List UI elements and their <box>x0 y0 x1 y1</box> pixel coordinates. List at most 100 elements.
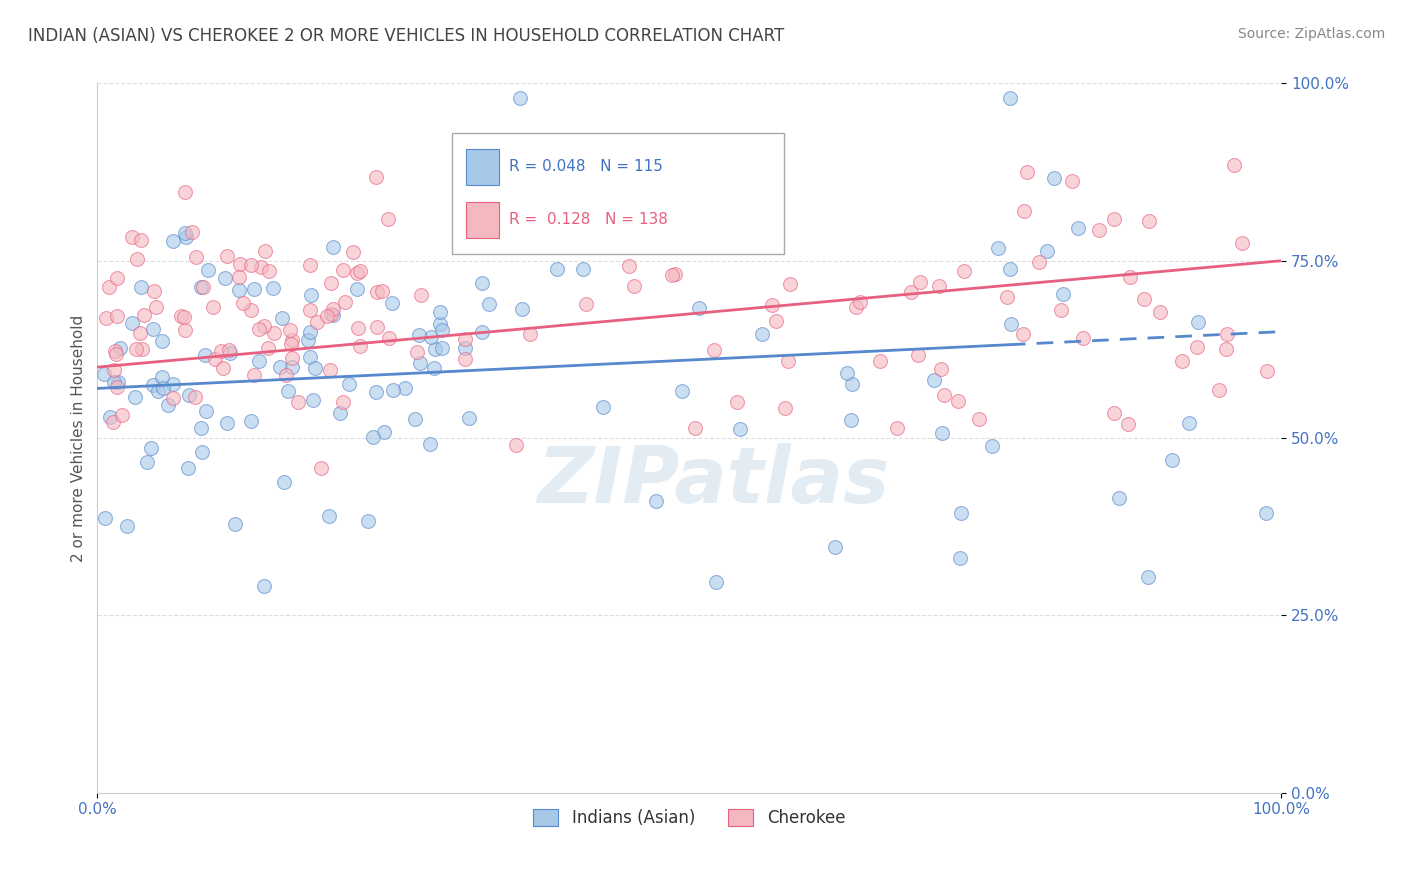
Point <box>696 222 718 236</box>
Point <box>322 301 344 316</box>
Point <box>257 264 280 278</box>
Point <box>181 226 204 240</box>
Point <box>869 354 891 368</box>
Point <box>1102 406 1125 420</box>
Point <box>256 342 278 356</box>
Point <box>704 575 727 590</box>
Point <box>1012 326 1035 341</box>
Point <box>121 230 143 244</box>
Point <box>980 439 1002 453</box>
Point <box>676 189 699 203</box>
Point <box>307 315 329 329</box>
Point <box>239 414 262 428</box>
Point <box>998 90 1021 104</box>
Point <box>215 249 238 263</box>
Point <box>298 258 321 272</box>
Point <box>212 361 235 376</box>
Point <box>107 270 129 285</box>
Point <box>1012 203 1035 218</box>
Point <box>727 395 749 409</box>
Point <box>111 408 134 422</box>
Point <box>204 352 226 367</box>
Point <box>249 260 271 274</box>
Point <box>1118 270 1140 285</box>
Point <box>408 328 430 343</box>
Point <box>967 412 990 426</box>
Point <box>922 373 945 387</box>
Point <box>281 351 304 366</box>
Point <box>366 285 388 300</box>
Point <box>299 303 322 318</box>
Point <box>105 309 128 323</box>
Point <box>420 329 443 343</box>
Point <box>121 316 143 330</box>
Point <box>623 279 645 293</box>
Point <box>247 322 270 336</box>
Point <box>194 404 217 418</box>
Point <box>322 308 344 322</box>
Point <box>423 360 446 375</box>
Point <box>405 345 427 359</box>
Point <box>173 323 195 337</box>
Point <box>280 337 302 351</box>
Point <box>93 367 115 381</box>
Text: INDIAN (ASIAN) VS CHEROKEE 2 OR MORE VEHICLES IN HOUSEHOLD CORRELATION CHART: INDIAN (ASIAN) VS CHEROKEE 2 OR MORE VEH… <box>28 27 785 45</box>
Point <box>349 264 371 278</box>
Point <box>377 331 399 345</box>
Point <box>1028 254 1050 268</box>
Point <box>824 540 846 554</box>
Point <box>318 508 340 523</box>
Point <box>142 377 165 392</box>
Point <box>1160 453 1182 467</box>
Point <box>458 411 481 425</box>
Point <box>519 327 541 342</box>
Point <box>419 437 441 451</box>
Point <box>110 341 132 355</box>
Point <box>575 297 598 311</box>
Point <box>366 170 388 185</box>
Point <box>232 296 254 310</box>
Point <box>1102 212 1125 227</box>
Point <box>152 381 174 395</box>
Point <box>299 288 322 302</box>
Point <box>329 406 352 420</box>
Point <box>142 322 165 336</box>
Point <box>381 296 404 310</box>
Point <box>845 300 868 314</box>
Point <box>125 342 148 356</box>
Point <box>409 356 432 370</box>
Point <box>346 282 368 296</box>
Point <box>129 280 152 294</box>
Point <box>146 384 169 398</box>
Point <box>696 209 718 223</box>
Point <box>848 294 870 309</box>
Point <box>319 307 342 321</box>
Point <box>1108 491 1130 506</box>
Point <box>765 314 787 328</box>
Point <box>332 263 354 277</box>
Point <box>97 280 120 294</box>
Point <box>254 244 277 258</box>
Point <box>179 388 201 402</box>
Point <box>592 400 614 414</box>
Legend: Indians (Asian), Cherokee: Indians (Asian), Cherokee <box>527 803 852 834</box>
Point <box>953 264 976 278</box>
Point <box>928 279 950 293</box>
Point <box>886 421 908 435</box>
Point <box>190 421 212 435</box>
Point <box>381 383 404 397</box>
Point <box>950 507 973 521</box>
Point <box>253 579 276 593</box>
Point <box>471 276 494 290</box>
Point <box>201 300 224 314</box>
Point <box>143 284 166 298</box>
Point <box>271 310 294 325</box>
Point <box>1132 292 1154 306</box>
Point <box>1043 170 1066 185</box>
Point <box>174 227 197 241</box>
Point <box>394 381 416 395</box>
Point <box>617 259 640 273</box>
Point <box>219 345 242 359</box>
Point <box>1050 302 1073 317</box>
Point <box>263 326 285 340</box>
